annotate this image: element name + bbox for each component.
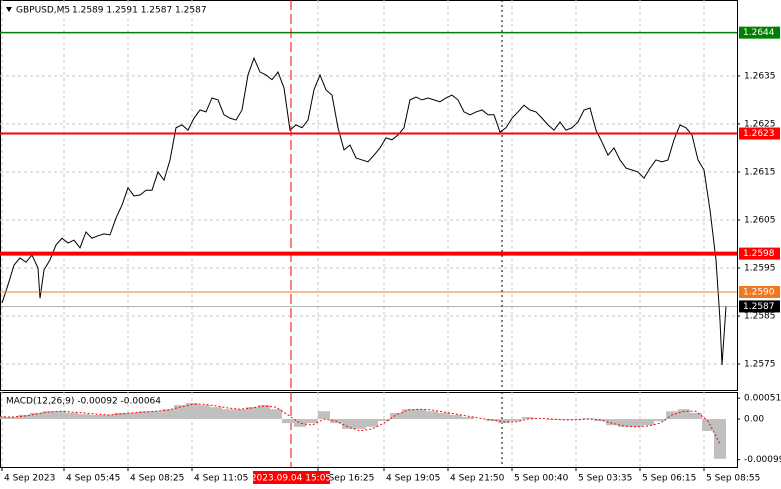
macd-bar — [30, 412, 42, 420]
macd-bar — [66, 412, 78, 420]
macd-bar — [630, 419, 642, 427]
x-tick-label: 5 Sep 03:35 — [578, 474, 632, 484]
level-label-box — [739, 286, 780, 299]
macd-bar — [450, 414, 462, 420]
macd-bar — [246, 407, 258, 420]
level-label: 1.2587 — [743, 302, 775, 312]
macd-bar — [174, 405, 186, 420]
macd-bar — [162, 409, 174, 420]
macd-bar — [462, 417, 474, 420]
level-label: 1.2644 — [743, 28, 775, 38]
macd-bar — [714, 419, 726, 459]
macd-bar — [138, 411, 150, 420]
macd-bar — [18, 414, 30, 420]
macd-bar — [678, 409, 690, 420]
x-tick-label: 5 Sep 06:15 — [642, 474, 696, 484]
panel-frame — [0, 0, 738, 391]
y-tick-label: 1.2615 — [744, 167, 776, 177]
menu-arrow — [6, 7, 12, 12]
y-tick-label: 0.00051 — [744, 394, 781, 404]
x-tick-label: 4 Sep 2023 — [4, 474, 55, 484]
ohlc-values: 1.2589 1.2591 1.2587 1.2587 — [72, 6, 207, 16]
macd-bar — [702, 419, 714, 431]
level-label-box — [739, 26, 780, 39]
chart-title: GBPUSD,M5 — [16, 6, 70, 16]
macd-bar — [642, 419, 654, 426]
macd-bar — [654, 419, 666, 422]
macd-bar — [90, 414, 102, 420]
macd-bar — [210, 407, 222, 420]
macd-bar — [390, 412, 402, 420]
macd-bar — [126, 412, 138, 420]
indicator-title: MACD(12,26,9) -0.00092 -0.00064 — [6, 397, 161, 407]
x-tick-label: 4 Sep 08:25 — [130, 474, 184, 484]
panel-frame — [0, 392, 738, 468]
macd-bar — [510, 419, 522, 422]
macd-bar — [258, 405, 270, 420]
macd-bar — [498, 419, 510, 424]
x-tick-label: 4 Sep 16:25 — [320, 474, 374, 484]
y-tick-label: 1.2575 — [744, 360, 776, 370]
macd-bar — [426, 411, 438, 420]
macd-bar — [6, 417, 18, 420]
y-tick-label: 1.2585 — [744, 312, 776, 322]
macd-bar — [282, 419, 294, 424]
macd-bar — [222, 409, 234, 420]
macd-bar — [42, 411, 54, 420]
level-label: 1.2598 — [743, 249, 775, 259]
time-label: 2023.09.04 15:05 — [251, 474, 331, 484]
x-tick-label: 4 Sep 21:50 — [450, 474, 505, 484]
macd-bar — [402, 409, 414, 420]
level-label-box — [739, 300, 780, 313]
macd-bar — [690, 412, 702, 420]
x-tick-label: 5 Sep 08:55 — [706, 474, 760, 484]
macd-bar — [342, 419, 354, 429]
macd-bar — [318, 411, 330, 420]
level-label-box — [739, 247, 780, 260]
macd-bar — [414, 409, 426, 420]
y-tick-label: 1.2595 — [744, 264, 776, 274]
y-tick-label: -0.00099 — [744, 455, 781, 465]
level-label: 1.2623 — [743, 129, 775, 139]
macd-bar — [270, 409, 282, 420]
macd-bar — [522, 417, 534, 420]
price-line — [0, 403, 721, 445]
y-tick-label: 1.2605 — [744, 215, 776, 225]
macd-bar — [234, 409, 246, 420]
macd-bar — [114, 412, 126, 420]
time-label-box — [253, 471, 330, 484]
macd-bar — [102, 414, 114, 420]
price-line — [1, 56, 727, 366]
macd-bar — [366, 419, 378, 427]
x-tick-label: 4 Sep 19:05 — [386, 474, 440, 484]
macd-bar — [0, 416, 6, 420]
macd-bar — [198, 405, 210, 420]
y-tick-label: 1.2625 — [744, 119, 776, 129]
level-label-box — [739, 127, 780, 140]
x-tick-label: 4 Sep 11:05 — [194, 474, 248, 484]
macd-bar — [54, 411, 66, 420]
macd-bar — [354, 419, 366, 429]
macd-bar — [186, 403, 198, 420]
y-tick-label: 0.00 — [744, 415, 764, 425]
macd-bar — [78, 414, 90, 420]
x-tick-label: 5 Sep 00:40 — [514, 474, 569, 484]
macd-bar — [438, 412, 450, 420]
macd-bar — [618, 419, 630, 427]
macd-bar — [150, 411, 162, 420]
macd-bar — [606, 419, 618, 426]
x-tick-label: 4 Sep 05:45 — [66, 474, 120, 484]
macd-bar — [306, 419, 318, 424]
y-tick-label: 1.2635 — [744, 71, 776, 81]
level-label: 1.2590 — [743, 288, 775, 298]
macd-bar — [378, 419, 390, 422]
macd-bar — [294, 419, 306, 427]
